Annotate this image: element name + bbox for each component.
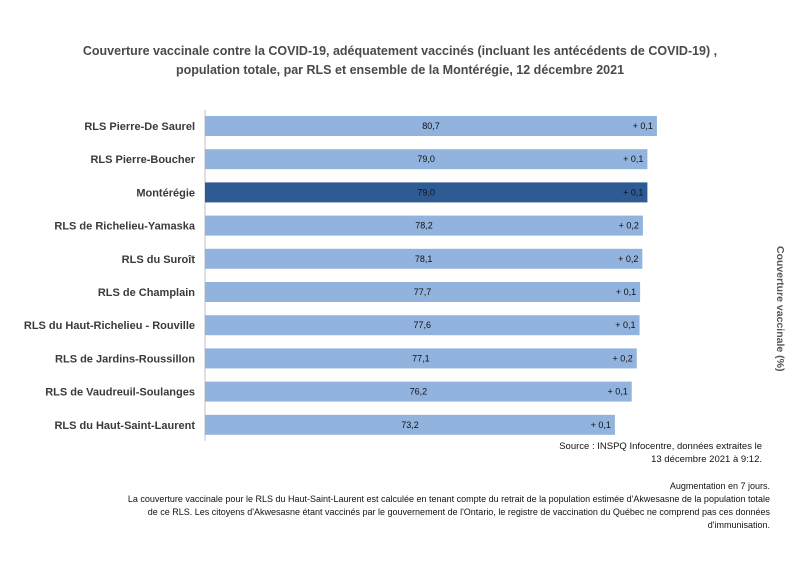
footnote-line-2: La couverture vaccinale pour le RLS du H… (127, 494, 770, 504)
increase-label: + 0,2 (619, 221, 639, 231)
footnote-line-3: de ce RLS. Les citoyens d'Akwesasne étan… (147, 507, 770, 517)
value-label: 76,2 (410, 387, 428, 397)
chart-title: Couverture vaccinale contre la COVID-19,… (60, 42, 740, 80)
bar (205, 282, 641, 302)
category-label: RLS de Vaudreuil-Soulanges (45, 387, 195, 399)
y-axis-label-text: Couverture vaccinale (%) (774, 246, 786, 372)
value-label: 77,6 (414, 320, 432, 330)
bar (205, 215, 643, 236)
increase-label: + 0,1 (616, 287, 636, 297)
category-label: RLS Pierre-De Saurel (84, 121, 195, 133)
value-label: 73,2 (401, 420, 419, 430)
category-label: RLS du Haut-Saint-Laurent (54, 420, 195, 432)
bar (205, 182, 648, 203)
value-label: 77,1 (412, 353, 430, 363)
footnote-line-1: Augmentation en 7 jours. (669, 481, 770, 491)
increase-label: + 0,2 (612, 353, 632, 363)
bar (205, 348, 637, 369)
bar (205, 116, 657, 136)
increase-label: + 0,2 (618, 254, 638, 264)
category-label: Montérégie (136, 187, 195, 199)
increase-label: + 0,1 (591, 420, 611, 430)
category-label: RLS Pierre-Boucher (90, 154, 195, 166)
bar (205, 381, 632, 402)
bar (205, 248, 643, 269)
increase-label: + 0,1 (633, 121, 653, 131)
chart-title-line-1: Couverture vaccinale contre la COVID-19,… (82, 44, 718, 58)
value-label: 80,7 (422, 121, 440, 131)
bar (205, 414, 615, 435)
increase-label: + 0,1 (623, 154, 643, 164)
footnotes: Augmentation en 7 jours. La couverture v… (70, 480, 770, 532)
increase-label: + 0,1 (607, 387, 627, 397)
value-label: 78,2 (415, 221, 433, 231)
category-label: RLS de Jardins-Roussillon (55, 353, 195, 365)
value-label: 77,7 (414, 287, 432, 297)
source-note: Source : INSPQ Infocentre, données extra… (462, 440, 762, 466)
increase-label: + 0,1 (615, 320, 635, 330)
category-label: RLS du Suroît (122, 254, 196, 266)
category-label: RLS de Richelieu-Yamaska (54, 221, 195, 233)
category-label: RLS du Haut-Richelieu - Rouville (24, 320, 195, 332)
value-label: 79,0 (417, 187, 435, 197)
source-line-1: Source : INSPQ Infocentre, données extra… (559, 441, 762, 452)
increase-label: + 0,1 (623, 187, 643, 197)
bar (205, 315, 640, 336)
bar (205, 149, 648, 170)
value-label: 78,1 (415, 254, 433, 264)
source-line-2: 13 décembre 2021 à 9:12. (651, 454, 762, 465)
y-axis-label: Couverture vaccinale (%) (770, 246, 790, 371)
value-label: 79,0 (417, 154, 435, 164)
footnote-line-4: d'immunisation. (707, 520, 770, 530)
chart-title-line-2: population totale, par RLS et ensemble d… (175, 63, 625, 77)
category-label: RLS de Champlain (98, 287, 195, 299)
